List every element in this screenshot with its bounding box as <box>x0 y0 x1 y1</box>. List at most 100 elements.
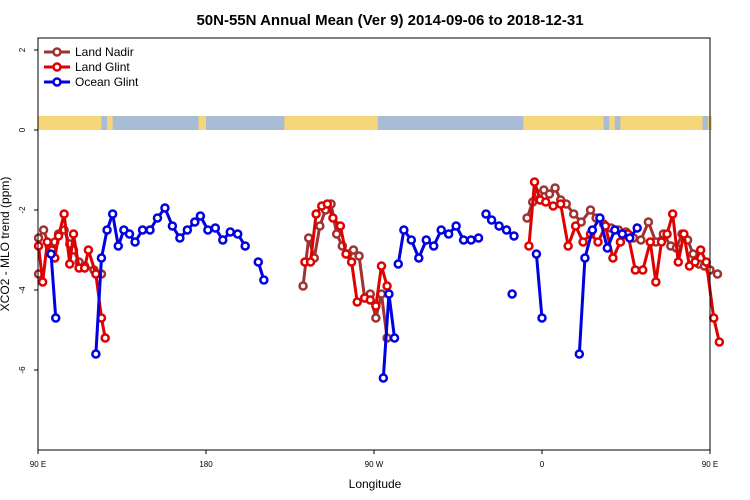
data-point <box>384 289 394 299</box>
data-point <box>522 213 532 223</box>
land-segment <box>620 116 703 130</box>
data-point <box>38 225 49 235</box>
data-point <box>160 203 170 213</box>
data-point <box>335 221 346 231</box>
data-point <box>466 235 476 245</box>
data-point <box>399 225 409 235</box>
data-point <box>610 225 620 235</box>
data-point <box>688 249 698 259</box>
data-point <box>509 231 519 241</box>
data-point <box>378 373 389 383</box>
x-tick-label: 180 <box>199 460 213 469</box>
data-point <box>102 225 112 235</box>
data-point <box>436 225 446 235</box>
data-point <box>341 249 351 259</box>
data-point <box>578 237 588 247</box>
data-point <box>298 281 308 291</box>
data-point <box>64 259 75 269</box>
x-tick-label: 0 <box>540 460 545 469</box>
data-point <box>253 257 264 267</box>
data-point <box>315 221 325 231</box>
land-segment <box>38 116 102 130</box>
data-point <box>421 235 432 245</box>
data-point <box>346 257 357 267</box>
data-point <box>537 313 547 323</box>
data-point <box>175 233 185 243</box>
data-point <box>240 241 250 251</box>
y-tick-label: 2 <box>18 47 27 52</box>
data-point <box>68 229 79 239</box>
x-tick-label: 90 E <box>702 460 718 469</box>
data-point <box>529 177 540 187</box>
data-point <box>651 277 661 287</box>
y-tick-label: 0 <box>18 127 27 132</box>
series-line <box>534 253 544 319</box>
data-point <box>712 269 723 279</box>
data-point <box>311 209 321 219</box>
data-point <box>167 221 178 231</box>
data-point <box>100 333 110 343</box>
data-point <box>354 251 364 261</box>
data-point <box>667 209 678 219</box>
x-axis-label: Longitude <box>349 477 402 491</box>
legend-item: Ocean Glint <box>44 75 139 89</box>
data-point <box>91 349 101 359</box>
data-point <box>645 237 656 247</box>
data-point <box>638 265 648 275</box>
data-point <box>544 189 555 199</box>
data-point <box>632 223 642 233</box>
data-point <box>406 235 417 245</box>
data-point <box>481 209 491 219</box>
data-point <box>443 229 454 239</box>
data-point <box>232 229 243 239</box>
data-point <box>130 237 140 247</box>
x-tick-label: 90 W <box>365 460 384 469</box>
data-point <box>210 223 221 233</box>
data-point <box>137 225 148 235</box>
data-point <box>59 209 69 219</box>
data-point <box>494 221 504 231</box>
y-axis-ticks: 2 0 -2 -4 -6 <box>18 47 38 374</box>
data-point <box>259 275 269 285</box>
data-point <box>531 249 542 259</box>
data-point <box>371 313 381 323</box>
data-point <box>33 241 44 251</box>
series-line <box>49 253 58 319</box>
legend-label: Ocean Glint <box>75 75 139 89</box>
data-point <box>195 211 206 221</box>
data-point <box>376 261 387 271</box>
legend-swatch-marker <box>52 62 62 72</box>
land-segment <box>198 116 206 130</box>
x-tick-label: 90 E <box>30 460 46 469</box>
data-point <box>145 225 155 235</box>
data-point <box>113 241 124 251</box>
data-point <box>305 257 316 267</box>
data-point <box>617 229 628 239</box>
data-point <box>570 221 581 231</box>
data-point <box>574 349 585 359</box>
data-point <box>190 217 200 227</box>
data-point <box>540 197 551 207</box>
data-point <box>662 229 672 239</box>
data-point <box>203 225 213 235</box>
land-ocean-band <box>38 116 712 130</box>
data-point <box>587 225 598 235</box>
data-point <box>550 183 560 193</box>
legend-item: Land Nadir <box>44 45 134 59</box>
data-point <box>152 213 163 223</box>
data-point <box>389 333 400 343</box>
y-axis-label: XCO2 - MLO trend (ppm) <box>0 177 12 312</box>
data-point <box>615 237 626 247</box>
land-segment <box>107 116 113 130</box>
data-point <box>458 235 469 245</box>
legend-label: Land Glint <box>75 60 130 74</box>
data-point <box>352 297 362 307</box>
land-segment <box>523 116 604 130</box>
legend-label: Land Nadir <box>75 45 134 59</box>
data-point <box>473 233 484 243</box>
y-tick-label: -4 <box>18 286 27 294</box>
data-point <box>568 209 579 219</box>
data-point <box>37 277 48 287</box>
y-tick-label: -6 <box>18 366 27 374</box>
